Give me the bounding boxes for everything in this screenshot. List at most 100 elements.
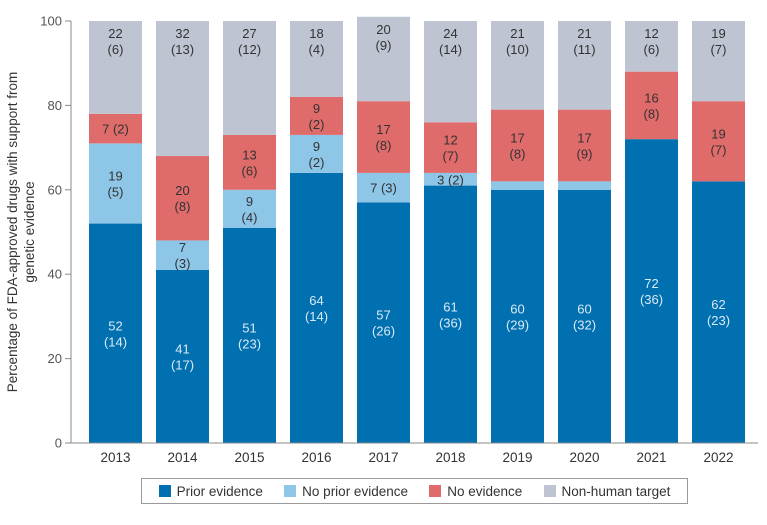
- bar-segment-prior-evidence: [491, 189, 544, 443]
- bar-segment-no-prior-evidence: [558, 181, 611, 190]
- legend-swatch: [158, 485, 171, 497]
- x-tick-label: 2019: [502, 450, 532, 465]
- bar-stack-2016: 64 (14) 9 (2) 9 (2) 18 (4): [290, 21, 343, 444]
- bar-segment-no-evidence: [625, 71, 678, 140]
- bar-segment-label: 17 (9): [577, 130, 593, 161]
- bar-segment-label: 32 (13): [171, 26, 194, 57]
- y-tick-label: 100: [40, 14, 62, 29]
- bar-segment-label: 22 (6): [108, 26, 124, 57]
- bar-segment-label: 17 (8): [510, 130, 526, 161]
- bar-segment-non-human-target: [491, 21, 544, 110]
- bar-segment-no-evidence: [692, 101, 745, 182]
- bar-segment-label: 19 (7): [711, 26, 727, 57]
- bar-segment-label: 19 (5): [108, 168, 124, 199]
- bar-segment-label: 12 (7): [443, 133, 459, 164]
- bar-segment-label: 7 (3): [175, 240, 191, 271]
- bar-segment-prior-evidence: [357, 202, 410, 443]
- y-tick-label: 20: [48, 351, 62, 366]
- bar-segment-no-evidence: [223, 134, 276, 190]
- bar-segment-non-human-target: [625, 21, 678, 72]
- x-tick-label: 2015: [234, 450, 264, 465]
- bar-segment-non-human-target: [357, 16, 410, 102]
- bar-segment-no-prior-evidence: [357, 172, 410, 203]
- legend-label: No evidence: [447, 483, 523, 499]
- bar-segment-label: 21 (10): [506, 26, 529, 57]
- bar-segment-label: 18 (4): [309, 26, 325, 57]
- bar-stack-2013: 52 (14) 19 (5) 7 (2) 22 (6): [89, 21, 142, 443]
- bar-segment-no-evidence: [424, 122, 477, 173]
- bar-segment-label: 20 (9): [376, 22, 392, 53]
- bars: 52 (14) 19 (5) 7 (2) 22 (6) 41 (17) 7 (3) 20 (8) 32 (1…: [89, 16, 745, 444]
- bar-stack-2018: 61 (36) 3 (2) 12 (7) 24 (14): [424, 21, 477, 443]
- bar-segment-label: 13 (6): [242, 147, 258, 178]
- bar-stack-2020: 60 (32) 17 (9) 21 (11): [558, 21, 611, 443]
- bar-segment-non-human-target: [156, 21, 209, 157]
- x-tick-label: 2020: [569, 450, 599, 465]
- x-tick-label: 2014: [167, 450, 198, 465]
- bar-segment-no-evidence: [156, 156, 209, 241]
- x-axis: 2013 2014 2015 2016 2017 2018 2019 2020 2021 2022: [71, 442, 758, 465]
- bar-segment-non-human-target: [424, 21, 477, 123]
- bar-segment-prior-evidence: [89, 223, 142, 443]
- bar-segment-prior-evidence: [625, 139, 678, 443]
- bar-stack-2017: 57 (26) 7 (3) 17 (8) 20 (9): [357, 16, 410, 443]
- bar-segment-no-evidence: [558, 109, 611, 182]
- bar-segment-label: 60 (29): [506, 301, 529, 332]
- bar-segment-label: 3 (2): [437, 172, 464, 187]
- bar-segment-non-human-target: [89, 21, 142, 114]
- y-axis-label-line: genetic evidence: [22, 181, 37, 282]
- bar-segment-label: 12 (6): [644, 26, 660, 57]
- bar-segment-label: 51 (23): [238, 320, 261, 351]
- bar-segment-no-prior-evidence: [89, 143, 142, 224]
- bar-segment-label: 24 (14): [439, 26, 462, 57]
- bar-segment-prior-evidence: [692, 181, 745, 444]
- y-axis-label-line: Percentage of FDA-approved drugs with su…: [5, 72, 20, 392]
- bar-segment-label: 27 (12): [238, 26, 261, 57]
- bar-segment-no-prior-evidence: [424, 172, 477, 186]
- x-tick-label: 2016: [301, 450, 331, 465]
- legend-label: Prior evidence: [176, 483, 263, 499]
- y-tick-label: 80: [48, 98, 62, 113]
- x-tick-label: 2022: [703, 450, 733, 465]
- bar-segment-no-evidence: [89, 113, 142, 144]
- bar-segment-label: 7 (2): [102, 122, 129, 137]
- bar-segment-non-human-target: [558, 21, 611, 110]
- bar-segment-label: 61 (36): [439, 299, 462, 330]
- legend-swatch: [543, 485, 556, 497]
- legend-label: Non-human target: [561, 483, 671, 499]
- legend-item: No evidence: [429, 484, 522, 499]
- bar-segment-label: 41 (17): [171, 341, 194, 372]
- legend-swatch: [429, 485, 442, 497]
- bar-segment-label: 7 (3): [370, 181, 397, 196]
- bar-segment-no-evidence: [357, 101, 410, 173]
- bar-segment-no-prior-evidence: [491, 181, 544, 190]
- bar-segment-label: 20 (8): [175, 183, 191, 214]
- bar-segment-prior-evidence: [558, 189, 611, 443]
- legend-item: Prior evidence: [158, 483, 263, 499]
- bar-stack-2019: 60 (29) 17 (8) 21 (10): [491, 21, 544, 443]
- bar-segment-prior-evidence: [156, 269, 209, 443]
- bar-segment-prior-evidence: [223, 227, 276, 443]
- legend-swatch: [284, 485, 297, 497]
- bar-stack-2014: 41 (17) 7 (3) 20 (8) 32 (13): [156, 21, 209, 443]
- bar-stack-2021: 72 (36) 16 (8) 12 (6): [625, 21, 678, 443]
- bar-segment-label: 9 (2): [309, 139, 325, 170]
- bar-segment-label: 21 (11): [573, 26, 595, 57]
- bar-segment-label: 9 (4): [242, 194, 258, 225]
- bar-segment-label: 60 (32): [573, 301, 596, 332]
- bar-segment-prior-evidence: [290, 172, 343, 444]
- bar-segment-label: 62 (23): [707, 297, 730, 328]
- x-tick-label: 2021: [636, 450, 666, 465]
- bar-segment-label: 9 (2): [309, 101, 325, 132]
- y-axis-label: Percentage of FDA-approved drugs with su…: [5, 72, 37, 392]
- x-tick-label: 2017: [368, 450, 398, 465]
- x-tick-label: 2013: [100, 450, 130, 465]
- bar-segment-label: 57 (26): [372, 308, 395, 339]
- bar-segment-label: 19 (7): [711, 126, 727, 157]
- bar-segment-label: 52 (14): [104, 318, 127, 349]
- bar-segment-label: 17 (8): [376, 122, 392, 153]
- bar-segment-no-prior-evidence: [290, 134, 343, 173]
- bar-segment-label: 16 (8): [644, 90, 660, 121]
- bar-segment-label: 64 (14): [305, 293, 328, 324]
- bar-stack-2022: 62 (23) 19 (7) 19 (7): [692, 21, 745, 444]
